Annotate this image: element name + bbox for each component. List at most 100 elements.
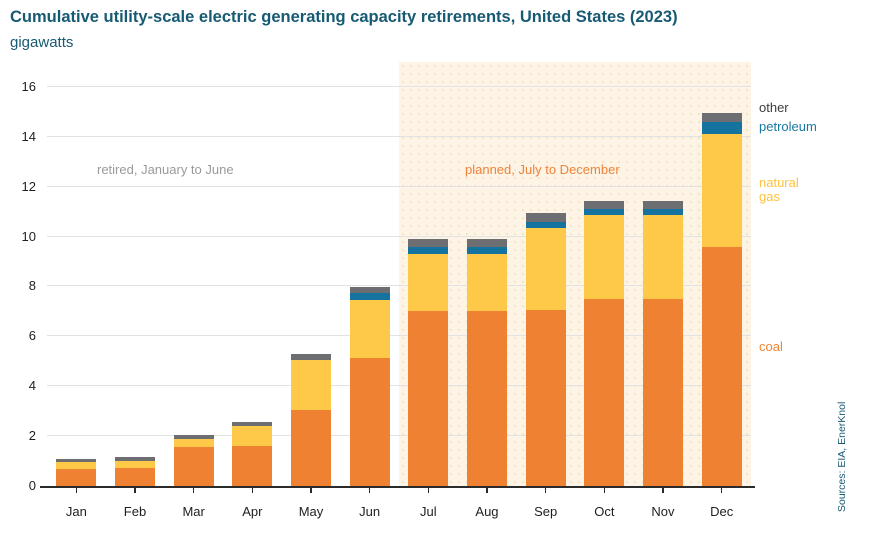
bar-mar xyxy=(173,62,214,486)
plot-area: retired, January to June planned, July t… xyxy=(47,62,751,486)
bar-segment-mar-natural-gas xyxy=(173,438,214,448)
bar-apr xyxy=(232,62,273,486)
planned-annotation: planned, July to December xyxy=(465,162,620,177)
gridline-4 xyxy=(47,385,751,387)
bar-segment-sep-coal xyxy=(525,310,566,486)
bar-segment-dec-petroleum xyxy=(701,121,742,135)
legend-label-natural-gas: natural gas xyxy=(759,175,799,204)
bar-segment-jul-petroleum xyxy=(408,247,449,254)
legend-label-coal: coal xyxy=(759,339,783,354)
bar-segment-oct-natural-gas xyxy=(584,215,625,299)
bar-segment-feb-natural-gas xyxy=(115,460,155,468)
legend-label-petroleum: petroleum xyxy=(759,119,817,134)
bar-segment-may-coal xyxy=(291,409,331,486)
bar-segment-jan-other xyxy=(56,458,97,462)
y-axis-label-2: 2 xyxy=(28,428,36,444)
bar-segment-jun-petroleum xyxy=(349,293,390,300)
chart-units-label: gigawatts xyxy=(10,34,74,51)
y-axis-label-4: 4 xyxy=(28,378,36,394)
x-tick-sep xyxy=(544,487,547,493)
x-tick-jan xyxy=(75,487,78,493)
bar-segment-sep-natural-gas xyxy=(525,227,566,311)
bar-segment-may-other xyxy=(291,353,331,361)
gridline-2 xyxy=(47,435,751,437)
bar-segment-jun-other xyxy=(349,286,390,294)
bar-segment-apr-natural-gas xyxy=(232,426,273,446)
y-axis-label-6: 6 xyxy=(28,328,36,344)
x-axis-label-dec: Dec xyxy=(710,504,734,519)
bar-segment-sep-other xyxy=(525,213,566,222)
bar-segment-dec-other xyxy=(701,113,742,122)
bar-segment-dec-coal xyxy=(701,246,742,486)
bar-segment-aug-natural-gas xyxy=(467,253,507,312)
x-tick-apr xyxy=(251,487,254,493)
bar-segment-feb-coal xyxy=(115,467,155,486)
x-tick-jul xyxy=(427,487,430,493)
y-axis-label-10: 10 xyxy=(21,228,36,244)
x-axis-label-nov: Nov xyxy=(651,504,675,519)
bar-segment-nov-natural-gas xyxy=(643,215,683,299)
retired-annotation: retired, January to June xyxy=(97,162,234,177)
x-tick-dec xyxy=(720,487,723,493)
x-axis-label-jun: Jun xyxy=(359,504,381,519)
bar-segment-apr-other xyxy=(232,422,273,427)
x-axis-label-aug: Aug xyxy=(475,504,499,519)
bar-sep xyxy=(525,62,566,486)
bar-segment-nov-petroleum xyxy=(643,209,683,216)
x-tick-oct xyxy=(603,487,606,493)
x-axis-label-feb: Feb xyxy=(123,504,147,519)
x-axis-label-jan: Jan xyxy=(65,504,87,519)
bar-segment-aug-coal xyxy=(467,311,507,486)
bar-feb xyxy=(115,62,155,486)
x-axis-label-oct: Oct xyxy=(594,504,615,519)
bar-segment-sep-petroleum xyxy=(525,221,566,228)
x-tick-jun xyxy=(368,487,371,493)
bar-segment-aug-petroleum xyxy=(467,247,507,254)
bar-segment-jul-other xyxy=(408,239,449,248)
bar-segment-nov-other xyxy=(643,200,683,210)
source-note: Sources: EIA, EnerKnol xyxy=(836,401,848,512)
x-tick-feb xyxy=(134,487,136,493)
y-axis-label-14: 14 xyxy=(21,128,36,144)
bar-segment-oct-other xyxy=(584,200,625,210)
bar-segment-mar-coal xyxy=(173,447,214,486)
x-axis-label-jul: Jul xyxy=(420,504,437,519)
gridline-8 xyxy=(47,285,751,287)
bar-segment-jul-coal xyxy=(408,311,449,486)
bar-segment-nov-coal xyxy=(643,298,683,486)
x-axis-label-mar: Mar xyxy=(182,504,205,519)
x-tick-aug xyxy=(486,487,488,493)
bar-segment-apr-coal xyxy=(232,445,273,486)
bar-segment-dec-natural-gas xyxy=(701,134,742,247)
bar-segment-may-natural-gas xyxy=(291,360,331,410)
planned-region-background xyxy=(399,62,751,486)
x-axis-line xyxy=(40,486,755,488)
x-axis-label-may: May xyxy=(298,504,324,519)
x-axis-label-apr: Apr xyxy=(242,504,263,519)
bar-segment-jul-natural-gas xyxy=(408,253,449,312)
bar-oct xyxy=(584,62,625,486)
x-tick-may xyxy=(310,487,312,493)
gridline-14 xyxy=(47,135,751,137)
legend-label-other: other xyxy=(759,100,789,115)
bar-segment-jun-coal xyxy=(349,357,390,486)
bar-aug xyxy=(467,62,507,486)
x-tick-mar xyxy=(192,487,195,493)
bar-segment-jan-coal xyxy=(56,468,97,486)
y-axis-label-8: 8 xyxy=(28,278,36,294)
y-axis-label-0: 0 xyxy=(28,478,36,493)
bar-segment-jun-natural-gas xyxy=(349,299,390,358)
bar-segment-aug-other xyxy=(467,239,507,248)
gridline-12 xyxy=(47,185,751,187)
y-axis-label-12: 12 xyxy=(21,178,36,194)
bar-segment-oct-coal xyxy=(584,298,625,486)
bar-jun xyxy=(349,62,390,486)
y-axis-label-16: 16 xyxy=(21,78,36,94)
bar-segment-oct-petroleum xyxy=(584,209,625,216)
bar-nov xyxy=(643,62,683,486)
bar-jul xyxy=(408,62,449,486)
x-axis-label-sep: Sep xyxy=(534,504,558,519)
bar-segment-mar-other xyxy=(173,435,214,439)
bar-may xyxy=(291,62,331,486)
